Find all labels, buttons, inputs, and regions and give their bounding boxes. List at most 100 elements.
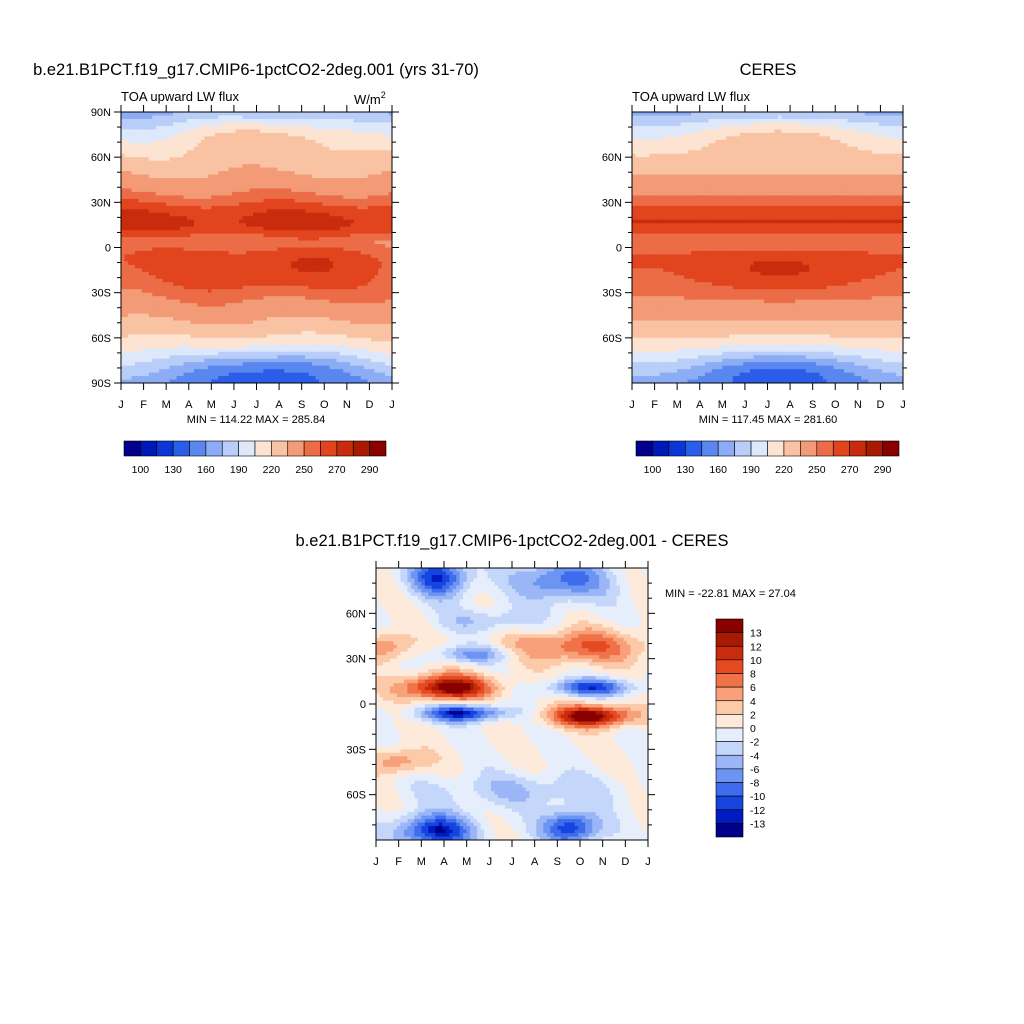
heatmap-cell (204, 212, 209, 217)
heatmap-cell (218, 132, 223, 137)
heatmap-cell (253, 160, 258, 165)
heatmap-cell (204, 285, 209, 290)
heatmap-cell (325, 171, 331, 176)
heatmap-cell (169, 167, 174, 172)
heatmap-cell (176, 257, 181, 262)
heatmap-cell (319, 244, 324, 249)
heatmap-cell (159, 355, 164, 360)
heatmap-cell (121, 285, 126, 290)
heatmap-cell (148, 188, 153, 193)
heatmap-cell (138, 132, 143, 137)
heatmap-cell (180, 257, 185, 262)
heatmap-cell (152, 219, 157, 224)
heatmap-cell (204, 369, 209, 374)
heatmap-cell (190, 202, 195, 207)
heatmap-cell (249, 348, 254, 353)
heatmap-cell (242, 257, 247, 262)
heatmap-cell (169, 237, 174, 242)
heatmap-cell (162, 275, 167, 280)
heatmap-cell (235, 143, 240, 148)
heatmap-cell (266, 143, 271, 148)
heatmap-cell (266, 334, 271, 339)
heatmap-cell (180, 344, 185, 349)
heatmap-cell (319, 379, 324, 383)
heatmap-cell (124, 299, 129, 304)
heatmap-cell (228, 118, 233, 124)
heatmap-cell (211, 257, 216, 262)
heatmap-cell (193, 323, 199, 329)
heatmap-cell (249, 216, 254, 221)
heatmap-cell (301, 160, 306, 165)
heatmap-cell (232, 310, 237, 315)
heatmap-cell (325, 237, 331, 242)
heatmap-cell (287, 299, 292, 304)
heatmap-cell (336, 240, 341, 245)
heatmap-cell (145, 233, 150, 238)
heatmap-cell (218, 351, 223, 356)
heatmap-cell (256, 191, 261, 196)
heatmap-cell (197, 188, 202, 193)
heatmap-cell (155, 372, 160, 377)
heatmap-cell (315, 282, 320, 287)
heatmap-cell (127, 237, 133, 242)
heatmap-cell (266, 244, 271, 249)
heatmap-cell (315, 209, 320, 214)
heatmap-cell (228, 205, 233, 210)
heatmap-cell (332, 209, 338, 214)
heatmap-cell (298, 157, 303, 162)
heatmap-cell (124, 285, 129, 290)
heatmap-cell (319, 261, 324, 266)
heatmap-cell (169, 181, 174, 186)
heatmap-cell (211, 143, 216, 148)
heatmap-cell (270, 205, 275, 210)
heatmap-cell (301, 358, 306, 363)
heatmap-cell (228, 341, 233, 346)
heatmap-cell (298, 282, 303, 287)
heatmap-cell (239, 136, 244, 141)
heatmap-cell (270, 313, 275, 318)
heatmap-cell (148, 337, 153, 342)
heatmap-cell (159, 278, 164, 283)
heatmap-cell (152, 247, 157, 252)
heatmap-cell (169, 313, 174, 318)
heatmap-cell (211, 233, 216, 238)
heatmap-cell (200, 369, 205, 374)
heatmap-cell (141, 268, 146, 273)
heatmap-cell (287, 184, 292, 190)
heatmap-cell (242, 289, 247, 294)
heatmap-cell (319, 226, 324, 231)
heatmap-cell (256, 358, 261, 363)
heatmap-cell (148, 334, 153, 339)
heatmap-cell (169, 132, 174, 137)
heatmap-cell (155, 271, 160, 276)
heatmap-cell (183, 376, 188, 381)
heatmap-cell (197, 365, 202, 370)
heatmap-cell (249, 369, 254, 374)
heatmap-cell (204, 181, 209, 186)
heatmap-cell (134, 195, 139, 200)
heatmap-cell (193, 115, 199, 120)
heatmap-cell (193, 223, 199, 228)
heatmap-cell (280, 282, 285, 287)
heatmap-cell (131, 275, 136, 280)
heatmap-cell (232, 118, 237, 124)
heatmap-cell (228, 365, 233, 370)
heatmap-cell (169, 355, 174, 360)
heatmap-cell (183, 254, 188, 259)
heatmap-cell (287, 209, 292, 214)
heatmap-cell (294, 341, 299, 346)
heatmap-cell (145, 122, 150, 127)
heatmap-cell (235, 376, 240, 381)
heatmap-cell (291, 330, 296, 335)
heatmap-cell (332, 188, 338, 193)
heatmap-cell (270, 369, 275, 374)
heatmap-cell (197, 184, 202, 190)
heatmap-cell (207, 188, 212, 193)
heatmap-cell (319, 303, 324, 308)
heatmap-cell (197, 115, 202, 120)
heatmap-cell (204, 275, 209, 280)
heatmap-cell (277, 313, 282, 318)
heatmap-cell (176, 264, 181, 269)
heatmap-cell (176, 216, 181, 221)
heatmap-cell (193, 330, 199, 335)
